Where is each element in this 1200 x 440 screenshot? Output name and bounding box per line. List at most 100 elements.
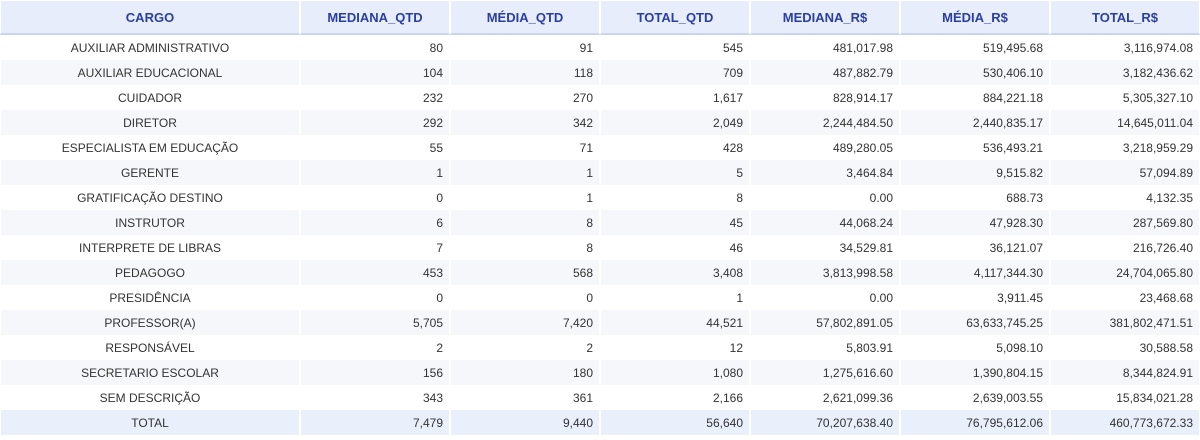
cell-value: 30,588.58 [1050, 335, 1200, 360]
cell-value: 1,390,804.15 [900, 360, 1050, 385]
cell-value: 2,621,099.36 [750, 385, 900, 410]
total-row: TOTAL 7,479 9,440 56,640 70,207,638.40 76,795… [0, 410, 1200, 435]
column-header-total-qtd[interactable]: TOTAL_QTD [600, 0, 750, 35]
cell-value: 0 [300, 185, 450, 210]
cell-value: 2,639,003.55 [900, 385, 1050, 410]
cell-value: 9,440 [450, 410, 600, 435]
cell-value: 7 [300, 235, 450, 260]
cell-value: 180 [450, 360, 600, 385]
column-header-cargo[interactable]: CARGO [0, 0, 300, 35]
cell-value: 2,049 [600, 110, 750, 135]
cell-cargo: CUIDADOR [0, 85, 300, 110]
cell-value: 34,529.81 [750, 235, 900, 260]
cell-value: 1 [450, 185, 600, 210]
cell-value: 3,813,998.58 [750, 260, 900, 285]
table-row: PEDAGOGO 453 568 3,408 3,813,998.58 4,117,344… [0, 260, 1200, 285]
cell-value: 5,305,327.10 [1050, 85, 1200, 110]
cell-value: 2,244,484.50 [750, 110, 900, 135]
cell-cargo: AUXILIAR ADMINISTRATIVO [0, 35, 300, 60]
cell-value: 3,464.84 [750, 160, 900, 185]
cell-value: 44,521 [600, 310, 750, 335]
table-row: SECRETARIO ESCOLAR 156 180 1,080 1,275,616.6… [0, 360, 1200, 385]
cell-value: 3,911.45 [900, 285, 1050, 310]
cell-cargo: RESPONSÁVEL [0, 335, 300, 360]
cell-value: 47,928.30 [900, 210, 1050, 235]
cell-value: 216,726.40 [1050, 235, 1200, 260]
cell-value: 5,803.91 [750, 335, 900, 360]
cell-value: 343 [300, 385, 450, 410]
column-header-media-rs[interactable]: MÉDIA_R$ [900, 0, 1050, 35]
cell-cargo: AUXILIAR EDUCACIONAL [0, 60, 300, 85]
table-row: PROFESSOR(A) 5,705 7,420 44,521 57,802,891.0… [0, 310, 1200, 335]
cell-value: 530,406.10 [900, 60, 1050, 85]
column-header-mediana-rs[interactable]: MEDIANA_R$ [750, 0, 900, 35]
cell-value: 76,795,612.06 [900, 410, 1050, 435]
cell-value: 5,098.10 [900, 335, 1050, 360]
cell-cargo: GERENTE [0, 160, 300, 185]
cell-cargo: DIRETOR [0, 110, 300, 135]
cell-value: 1 [300, 160, 450, 185]
cell-value: 8 [450, 210, 600, 235]
cell-cargo: SEM DESCRIÇÃO [0, 385, 300, 410]
cell-cargo: SECRETARIO ESCOLAR [0, 360, 300, 385]
cell-value: 46 [600, 235, 750, 260]
cell-cargo: PROFESSOR(A) [0, 310, 300, 335]
table-row: INSTRUTOR 6 8 45 44,068.24 47,928.30 287,569.8… [0, 210, 1200, 235]
column-header-media-qtd[interactable]: MÉDIA_QTD [450, 0, 600, 35]
table-body: AUXILIAR ADMINISTRATIVO 80 91 545 481,017.98… [0, 35, 1200, 435]
cell-cargo: TOTAL [0, 410, 300, 435]
cell-value: 519,495.68 [900, 35, 1050, 60]
cell-value: 342 [450, 110, 600, 135]
cell-cargo: PEDAGOGO [0, 260, 300, 285]
cell-value: 2 [300, 335, 450, 360]
cell-value: 381,802,471.51 [1050, 310, 1200, 335]
cell-value: 6 [300, 210, 450, 235]
cell-value: 55 [300, 135, 450, 160]
cell-value: 45 [600, 210, 750, 235]
cell-value: 2,166 [600, 385, 750, 410]
cell-value: 4,132.35 [1050, 185, 1200, 210]
cell-cargo: ESPECIALISTA EM EDUCAÇÃO [0, 135, 300, 160]
cell-value: 428 [600, 135, 750, 160]
cell-cargo: INTERPRETE DE LIBRAS [0, 235, 300, 260]
cell-value: 23,468.68 [1050, 285, 1200, 310]
cell-value: 70,207,638.40 [750, 410, 900, 435]
cell-value: 3,182,436.62 [1050, 60, 1200, 85]
table-row: SEM DESCRIÇÃO 343 361 2,166 2,621,099.36 2,63… [0, 385, 1200, 410]
table-row: DIRETOR 292 342 2,049 2,244,484.50 2,440,835.… [0, 110, 1200, 135]
cell-value: 292 [300, 110, 450, 135]
cell-value: 8 [450, 235, 600, 260]
cell-value: 104 [300, 60, 450, 85]
column-header-mediana-qtd[interactable]: MEDIANA_QTD [300, 0, 450, 35]
cell-value: 1 [450, 160, 600, 185]
cell-value: 56,640 [600, 410, 750, 435]
cell-value: 3,408 [600, 260, 750, 285]
cell-value: 80 [300, 35, 450, 60]
cell-value: 287,569.80 [1050, 210, 1200, 235]
cell-value: 0.00 [750, 285, 900, 310]
cell-value: 8 [600, 185, 750, 210]
cell-value: 12 [600, 335, 750, 360]
cell-value: 828,914.17 [750, 85, 900, 110]
cell-value: 1,080 [600, 360, 750, 385]
cell-value: 270 [450, 85, 600, 110]
cell-value: 0 [450, 285, 600, 310]
cell-value: 57,094.89 [1050, 160, 1200, 185]
cell-cargo: GRATIFICAÇÃO DESTINO [0, 185, 300, 210]
table-row: GERENTE 1 1 5 3,464.84 9,515.82 57,094.89 [0, 160, 1200, 185]
cell-value: 24,704,065.80 [1050, 260, 1200, 285]
cell-value: 5,705 [300, 310, 450, 335]
cell-value: 14,645,011.04 [1050, 110, 1200, 135]
table-row: RESPONSÁVEL 2 2 12 5,803.91 5,098.10 30,588.58 [0, 335, 1200, 360]
cell-value: 36,121.07 [900, 235, 1050, 260]
column-header-total-rs[interactable]: TOTAL_R$ [1050, 0, 1200, 35]
cell-value: 3,116,974.08 [1050, 35, 1200, 60]
table-row: ESPECIALISTA EM EDUCAÇÃO 55 71 428 489,280.0… [0, 135, 1200, 160]
cell-value: 1,275,616.60 [750, 360, 900, 385]
cell-value: 688.73 [900, 185, 1050, 210]
cell-value: 453 [300, 260, 450, 285]
cell-value: 7,479 [300, 410, 450, 435]
table-row: CUIDADOR 232 270 1,617 828,914.17 884,221.18 5… [0, 85, 1200, 110]
